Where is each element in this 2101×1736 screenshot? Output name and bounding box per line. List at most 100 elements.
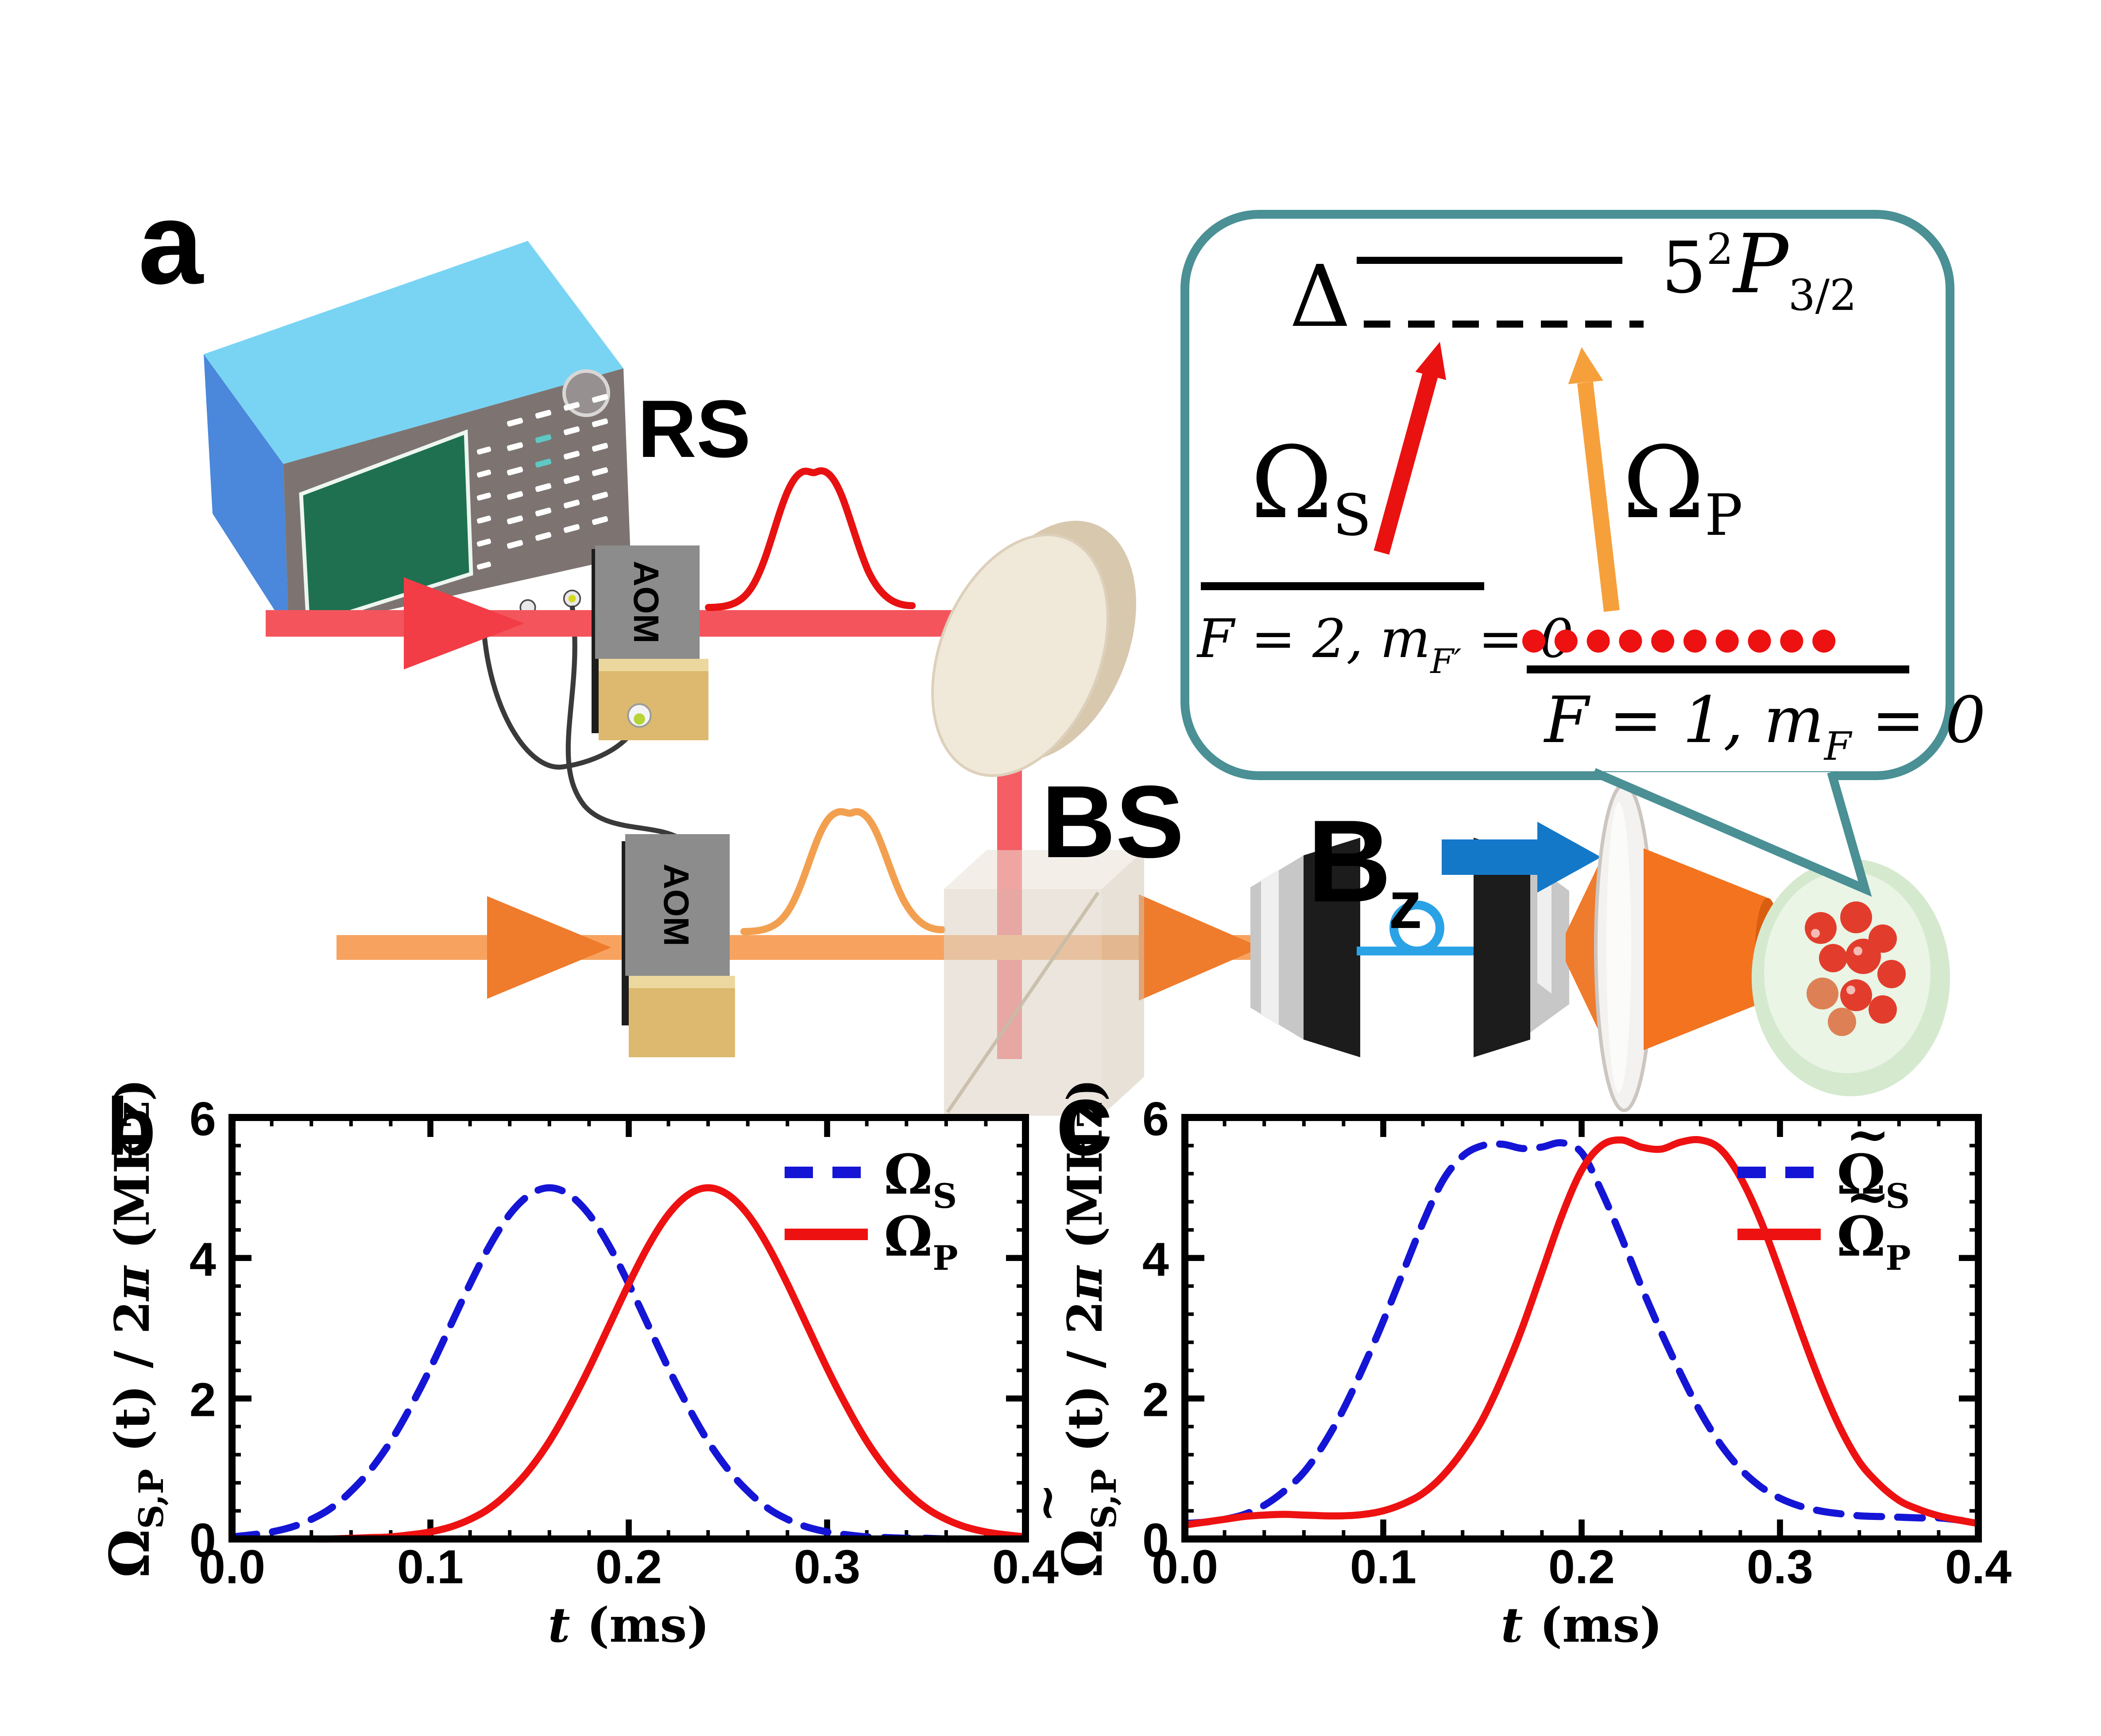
panel-b-label: b [106,1081,156,1172]
atom-population-dots [1522,630,1836,653]
focused-beam-barrel [1644,848,1768,1050]
x-tick-label: 0.3 [794,1540,860,1593]
coupler2-cone [1474,838,1530,1057]
rs-button[interactable] [507,540,523,549]
rs-button[interactable] [535,532,552,541]
rs-button[interactable] [592,442,608,452]
y-tick-label: 2 [1142,1373,1169,1427]
rs-button[interactable] [535,483,552,492]
x-tick-label: 0.3 [1747,1540,1813,1593]
rs-button[interactable] [563,499,580,509]
rs-button[interactable] [563,402,580,411]
f2-level-label: F = 2, mF′ = 0 [1196,608,1574,681]
rs-button[interactable] [507,418,523,427]
x-tick-label: 0.0 [1152,1540,1218,1593]
rs-softkey-button[interactable] [476,469,491,478]
rs-button[interactable] [592,516,608,526]
rs-softkey-button[interactable] [476,538,491,547]
series-curve [1181,1136,1982,1529]
aom-2: AOM [622,834,735,1057]
aom2-base-top [629,976,735,988]
aom1-label: AOM [627,561,666,644]
x-tick-label: 0.4 [992,1540,1059,1593]
legend-label: ΩS [884,1143,957,1216]
bubble-tail [1592,768,1872,897]
rs-button[interactable] [592,394,608,403]
x-tick-label: 0.0 [199,1540,265,1593]
rs-softkey-button[interactable] [476,515,491,524]
aom1-base [599,659,708,740]
rs-button[interactable] [563,426,580,436]
coupler1-highlight [1261,870,1279,1025]
coupler2-highlight [1537,870,1552,994]
rs-button[interactable] [563,475,580,484]
aom-1: AOM [592,545,708,740]
rs-button[interactable] [507,466,523,476]
bz-field-arrow-icon [1442,822,1601,893]
rs-button[interactable] [507,442,523,452]
mirror [931,521,1136,777]
aom1-rf-pin [634,713,645,725]
rs-softkey-button[interactable] [476,492,491,501]
x-axis-title-c: t (ms) [1501,1597,1663,1653]
rs-button[interactable] [535,410,552,419]
rs-button[interactable] [535,507,552,517]
x-tick-label: 0.4 [1945,1540,2012,1593]
y-tick-label: 2 [190,1373,216,1427]
coupler1-cone [1304,838,1360,1057]
mirror-face [931,534,1109,777]
omega-p-label: ΩP [1622,425,1743,549]
rf-signal-generator [204,241,631,632]
y-axis-title-c-tilde: ~ [1018,1483,1074,1523]
rs-button[interactable] [507,491,523,500]
x-tick-label: 0.2 [1548,1540,1615,1593]
rs-softkey-button[interactable] [476,446,491,455]
beam-splitter [944,850,1144,1116]
rs-button[interactable] [535,434,552,444]
rs-button[interactable] [507,515,523,525]
rs-button[interactable] [535,458,552,468]
red-beam-arrowhead-icon [404,577,524,669]
rs-screen [299,429,473,628]
bz-arrow-body [1442,839,1537,875]
rs-button[interactable] [592,467,608,477]
rf-cable-2 [565,605,680,840]
bs-top-face [944,850,1144,889]
delta-label: Δ [1289,247,1351,346]
bs-side-face [1102,850,1144,1116]
diverging-beam-cone [1566,852,1605,1043]
cloud-inner [1764,871,1931,1073]
lens [1594,783,1654,1112]
plot-frame [228,1114,1029,1543]
rs-top-face [204,241,623,464]
rs-softkey-button[interactable] [476,561,491,570]
rs-button[interactable] [563,450,580,460]
level-diagram-inset: Δ 52P3/2 ΩS ΩP F = 2, mF′ = 0 [1180,210,1986,897]
rs-button[interactable] [563,524,580,534]
x-axis-title-b: t (ms) [548,1597,710,1653]
y-tick-label: 0 [1142,1513,1169,1567]
f1-level-label: F = 1, mF = 0 [1543,683,1986,769]
rs-output3-pin [568,595,576,603]
y-tick-label: 4 [1142,1232,1169,1286]
omega-s-arrow [1374,370,1439,555]
rs-button[interactable] [592,491,608,501]
rs-button[interactable] [592,418,608,428]
legend-tilde: ~ [1846,1165,1890,1228]
legend-tilde: ~ [1846,1103,1890,1166]
y-tick-label: 4 [190,1232,216,1286]
bz-field-label: B z [1307,796,1422,943]
bs-label: BS [1041,765,1184,879]
fiber-loop-icon [1389,901,1444,955]
rs-left-face [204,354,289,632]
rs-button-grid[interactable] [476,394,608,570]
rf-cable-1 [481,625,640,770]
aom1-base-top [599,659,708,671]
panel-a-label: a [138,178,204,308]
atom-cloud [1752,859,1950,1096]
aom2-base [629,976,735,1057]
bs-diagonal [946,891,1100,1114]
